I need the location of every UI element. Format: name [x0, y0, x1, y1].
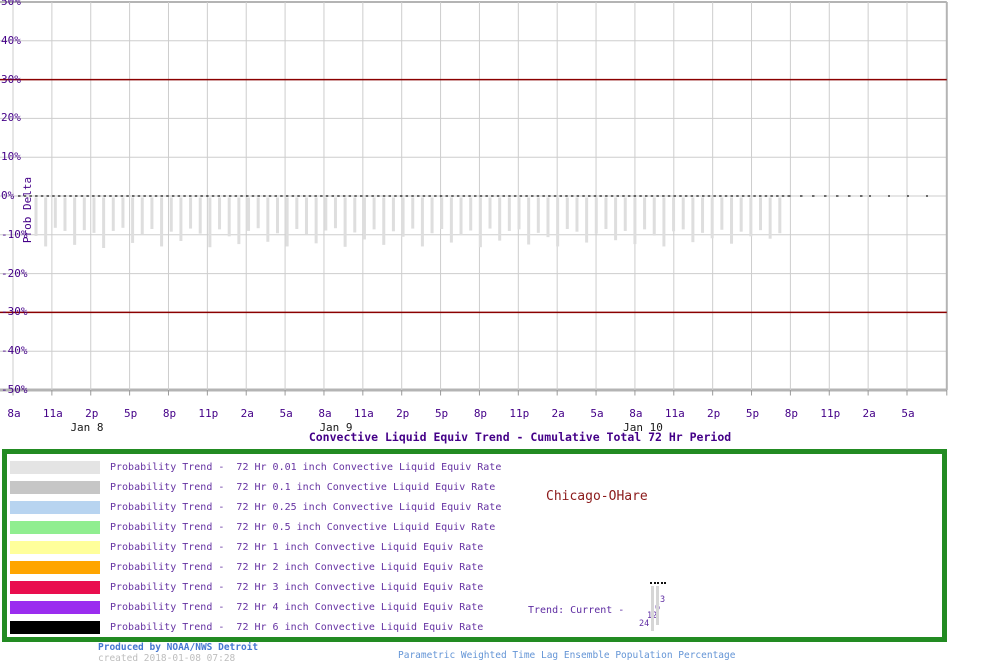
y-tick-label: -50% [1, 383, 28, 396]
x-tick-label: 2p [85, 407, 99, 420]
x-tick-label: 2a [862, 407, 876, 420]
x-tick-label: 2p [396, 407, 410, 420]
x-tick-label: 11a [664, 407, 685, 420]
legend-item-label: Probability Trend - 72 Hr 0.5 inch Conve… [110, 522, 496, 533]
station-name: Chicago-OHare [546, 489, 648, 504]
x-tick-label: 5a [590, 407, 604, 420]
trend-key-label: Trend: Current - [528, 605, 625, 616]
x-tick-label: 8p [784, 407, 799, 420]
x-tick-label: 5p [745, 407, 760, 420]
trend-glyph-dot [650, 582, 653, 585]
x-tick-label: 8p [162, 407, 177, 420]
y-axis-title: Prob Delta [21, 176, 34, 244]
trend-glyph-dot [664, 582, 667, 585]
legend-item-label: Probability Trend - 72 Hr 3 inch Convect… [110, 582, 484, 593]
x-tick-label: 5a [901, 407, 915, 420]
legend-item-label: Probability Trend - 72 Hr 0.01 inch Conv… [110, 462, 502, 473]
x-tick-label: 2a [551, 407, 565, 420]
date-label: Jan 8 [70, 421, 104, 434]
y-tick-label: 40% [1, 33, 21, 47]
footer-produced-by: Produced by NOAA/NWS Detroit [98, 642, 259, 653]
legend-swatch [10, 501, 100, 514]
x-tick-label: 8p [473, 407, 488, 420]
legend-item-label: Probability Trend - 72 Hr 6 inch Convect… [110, 622, 484, 633]
trend-glyph-hour-mark: 3 [660, 595, 666, 605]
x-tick-label: 8a [629, 407, 643, 420]
y-tick-label: 0% [1, 189, 15, 202]
y-tick-label: 10% [1, 150, 21, 164]
legend-swatch [10, 481, 100, 494]
x-tick-label: 2a [240, 407, 254, 420]
y-tick-label: -40% [1, 344, 28, 358]
x-tick-label: 11p [509, 407, 530, 420]
legend-swatch [10, 561, 100, 574]
x-tick-label: 11a [42, 407, 63, 420]
legend-swatch [10, 541, 100, 554]
chart-title: Convective Liquid Equiv Trend - Cumulati… [308, 430, 732, 444]
x-tick-label: 11p [198, 407, 219, 420]
legend-item-label: Probability Trend - 72 Hr 2 inch Convect… [110, 562, 484, 573]
trend-glyph-dot [660, 582, 663, 585]
legend-swatch [10, 581, 100, 594]
x-tick-label: 8a [7, 407, 21, 420]
x-tick-label: 5p [434, 407, 449, 420]
legend-item-label: Probability Trend - 72 Hr 1 inch Convect… [110, 542, 484, 553]
footer-created-timestamp: created 2018-01-08 07:28 [98, 653, 236, 664]
trend-glyph-hour-mark: 24 [639, 619, 650, 629]
legend-swatch [10, 601, 100, 614]
y-tick-label: -10% [1, 227, 28, 241]
x-tick-label: 2p [707, 407, 721, 420]
legend-swatch [10, 461, 100, 474]
y-tick-label: 50% [1, 0, 21, 8]
x-tick-label: 5a [279, 407, 293, 420]
trend-glyph-bar [651, 586, 654, 631]
legend-item-label: Probability Trend - 72 Hr 0.25 inch Conv… [110, 502, 502, 513]
legend-swatch [10, 621, 100, 634]
y-tick-label: 20% [1, 111, 21, 125]
legend-item-label: Probability Trend - 72 Hr 4 inch Convect… [110, 602, 484, 613]
legend-item-label: Probability Trend - 72 Hr 0.1 inch Conve… [110, 482, 496, 493]
trend-glyph-dot [653, 582, 656, 585]
trend-glyph-bar [656, 586, 659, 625]
y-tick-label: -30% [1, 305, 28, 319]
y-tick-label: 30% [1, 72, 21, 86]
legend-swatch [10, 521, 100, 534]
trend-glyph-dot [657, 582, 660, 585]
legend-box [2, 449, 947, 642]
x-tick-label: 11a [353, 407, 374, 420]
date-label: Jan 9 [319, 421, 353, 434]
probability-trend-plot [0, 1, 948, 396]
footer-ensemble-note: Parametric Weighted Time Lag Ensemble Po… [398, 650, 736, 661]
x-tick-label: 8a [318, 407, 332, 420]
y-tick-label: -20% [1, 266, 28, 280]
x-tick-label: 5p [123, 407, 138, 420]
date-label: Jan 10 [623, 421, 663, 434]
x-tick-label: 11p [820, 407, 841, 420]
